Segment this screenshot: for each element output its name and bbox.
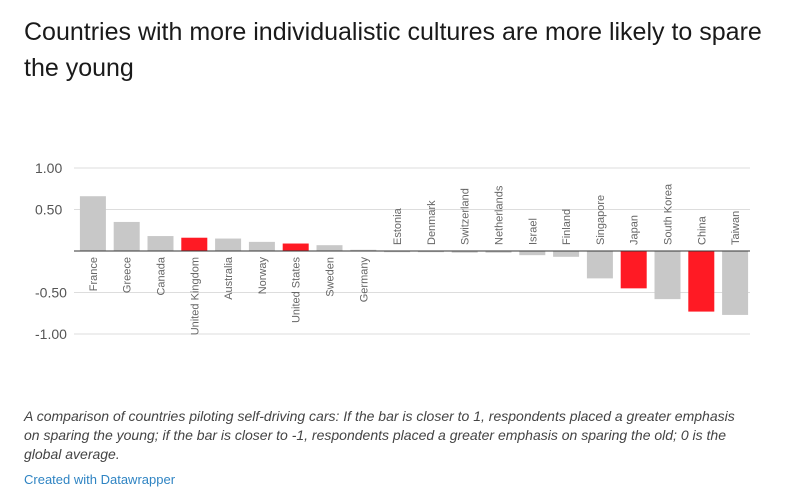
bar-taiwan [722, 251, 749, 315]
bar-netherlands [485, 251, 512, 253]
category-label: Norway [257, 257, 269, 295]
bar-estonia [384, 251, 411, 253]
bars [79, 196, 749, 315]
category-label: Singapore [595, 195, 607, 245]
bar-france [79, 196, 106, 251]
category-label: United States [291, 257, 303, 324]
bar-united-kingdom [181, 237, 208, 251]
category-label: Israel [527, 218, 539, 245]
bar-china [688, 251, 715, 312]
bar-sweden [316, 245, 343, 251]
datawrapper-credit-link[interactable]: Created with Datawrapper [24, 472, 176, 487]
category-label: Taiwan [730, 211, 742, 245]
bar-finland [553, 251, 580, 257]
bar-united-states [282, 243, 309, 251]
category-label: Greece [122, 257, 134, 293]
bar-denmark [417, 251, 444, 253]
bar-canada [147, 236, 174, 251]
bar-greece [113, 221, 140, 251]
category-label: South Korea [663, 183, 675, 245]
category-label: Australia [223, 256, 235, 300]
bar-australia [215, 238, 242, 251]
category-label: France [88, 257, 100, 291]
y-tick-label: -1.00 [35, 326, 67, 342]
category-label: China [696, 215, 708, 245]
bar-switzerland [451, 251, 478, 253]
bar-norway [248, 241, 275, 251]
y-tick-label: -0.50 [35, 285, 67, 301]
y-tick-label: 0.50 [35, 202, 62, 218]
chart-title: Countries with more individualistic cult… [24, 18, 762, 82]
category-label: Netherlands [494, 185, 506, 245]
category-label: Canada [156, 256, 168, 295]
category-label: Finland [561, 209, 573, 245]
category-label: Germany [358, 257, 370, 303]
category-label: Estonia [392, 207, 404, 245]
category-label: Denmark [426, 200, 438, 245]
bar-germany [350, 249, 377, 251]
chart-description: A comparison of countries piloting self-… [24, 408, 735, 462]
bar-israel [519, 251, 546, 256]
category-label: Japan [629, 215, 641, 245]
category-labels: France Greece Canada United Kingdom Australi… [88, 183, 742, 335]
category-label: Sweden [325, 257, 337, 297]
bar-japan [620, 251, 647, 289]
category-label: United Kingdom [189, 257, 201, 335]
bar-singapore [586, 251, 613, 279]
y-tick-label: 1.00 [35, 160, 62, 176]
gridlines: 1.00 0.50 -0.50 -1.00 [35, 160, 750, 342]
bar-chart: 1.00 0.50 -0.50 -1.00 France Greece Canada Uni… [35, 160, 750, 342]
category-label: Switzerland [460, 188, 472, 245]
bar-south-korea [654, 251, 681, 300]
